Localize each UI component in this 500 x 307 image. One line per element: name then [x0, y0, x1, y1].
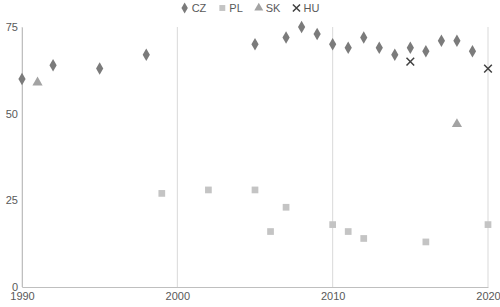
point	[329, 38, 336, 50]
legend-label: HU	[303, 2, 319, 14]
point	[360, 31, 367, 43]
point	[49, 59, 56, 71]
plot-area: 19902000201020200255075	[6, 21, 500, 302]
legend-item: HU	[293, 2, 320, 14]
point	[158, 190, 165, 197]
point	[452, 118, 462, 127]
x-tick-label: 2020	[476, 290, 500, 302]
x-axis: 1990200020102020	[10, 287, 500, 302]
x-tick: 2010	[321, 287, 345, 302]
legend-item: SK	[254, 2, 281, 14]
y-tick-label: 25	[6, 194, 18, 206]
point	[267, 228, 274, 235]
series	[32, 77, 462, 127]
y-tick: 25	[6, 194, 22, 206]
x-tick-label: 2000	[166, 290, 190, 302]
x-tick: 2020	[476, 287, 500, 302]
point	[438, 35, 445, 47]
point	[329, 221, 336, 228]
grid-line	[488, 27, 489, 287]
point	[283, 204, 290, 211]
grid	[22, 27, 488, 287]
series	[407, 58, 492, 73]
point	[252, 187, 259, 194]
point	[391, 48, 398, 60]
point	[205, 187, 212, 194]
series	[18, 21, 476, 85]
x-tick: 2000	[166, 287, 190, 302]
point	[345, 42, 352, 54]
legend-marker	[219, 5, 225, 11]
point	[251, 38, 258, 50]
legend-label: PL	[229, 2, 242, 14]
point	[314, 28, 321, 40]
point	[298, 21, 305, 33]
point	[453, 35, 460, 47]
point	[407, 42, 414, 54]
x-axis-line	[23, 287, 489, 288]
y-axis: 0 25 50 75	[6, 21, 23, 293]
y-tick-label: 0	[12, 281, 18, 293]
point	[469, 45, 476, 57]
point	[345, 228, 352, 235]
legend-marker	[254, 3, 263, 11]
grid-line	[22, 27, 23, 287]
legend-item: CZ	[181, 2, 206, 14]
grid-line	[177, 27, 178, 287]
point	[422, 45, 429, 57]
point	[18, 73, 25, 85]
legend-marker	[293, 4, 300, 11]
point	[96, 62, 103, 74]
y-axis-line	[22, 28, 23, 288]
y-tick: 75	[6, 21, 22, 33]
point	[32, 77, 42, 86]
legend-label: CZ	[192, 2, 207, 14]
points	[18, 21, 491, 246]
legend-item: PL	[219, 2, 242, 14]
grid-line	[332, 27, 333, 287]
legend-label: SK	[266, 2, 281, 14]
point	[485, 221, 492, 228]
y-tick-label: 50	[6, 108, 18, 120]
point	[282, 31, 289, 43]
legend: CZ PL SK HU	[181, 2, 319, 14]
legend-marker	[181, 2, 187, 13]
point	[484, 65, 492, 73]
y-tick: 0	[12, 281, 22, 293]
point	[143, 48, 150, 60]
point	[407, 58, 415, 66]
point	[376, 42, 383, 54]
series	[158, 187, 491, 246]
x-tick-label: 2010	[321, 290, 345, 302]
point	[423, 239, 430, 246]
point	[360, 235, 367, 242]
y-tick: 50	[6, 108, 22, 120]
chart: 19902000201020200255075CZPLSKHU	[0, 0, 500, 307]
y-tick-label: 75	[6, 21, 18, 33]
